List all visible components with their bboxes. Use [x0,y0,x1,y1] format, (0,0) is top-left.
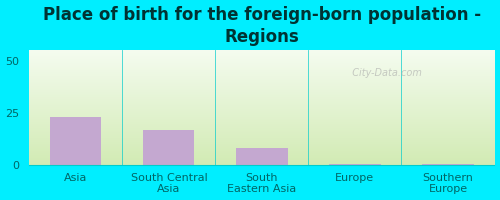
Bar [144,130,194,165]
Bar [330,164,380,165]
Bar [236,148,288,165]
Title: Place of birth for the foreign-born population -
Regions: Place of birth for the foreign-born popu… [43,6,481,46]
Bar [50,117,102,165]
Text: City-Data.com: City-Data.com [346,68,422,78]
Bar [422,164,474,165]
